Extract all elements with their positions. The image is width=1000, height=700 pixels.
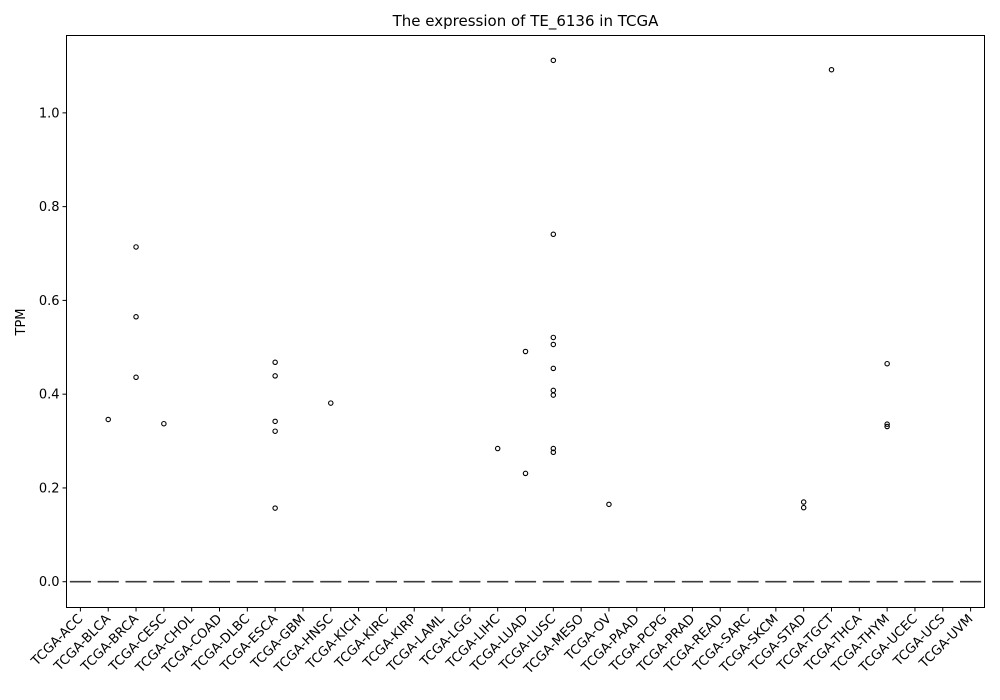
outlier-point [550,334,557,341]
y-tick-label: 0.6 [39,294,60,309]
outlier-point [522,470,529,477]
outlier-point [550,231,557,238]
x-axis: TCGA-ACCTCGA-BLCATCGA-BRCATCGA-CESCTCGA-… [28,607,976,678]
plot-area [69,57,982,583]
outlier-point [884,360,890,367]
chart-title: The expression of TE_6136 in TCGA [392,12,659,31]
outlier-point [550,392,557,398]
y-tick-label: 0.2 [39,481,60,496]
y-axis-label: TPM [14,309,29,337]
outlier-point [272,505,278,511]
outlier-point [550,341,557,348]
outlier-point [494,445,501,452]
outlier-point [272,428,278,434]
outlier-point [550,57,557,64]
y-tick-label: 0.8 [39,200,60,215]
outlier-point [550,365,557,372]
outlier-point [133,244,139,250]
outlier-point [606,501,612,508]
outlier-point [550,449,557,456]
outlier-point [522,348,529,355]
outlier-point [328,400,334,406]
y-tick-label: 0.0 [39,575,60,590]
outlier-point [133,314,139,320]
outlier-point [550,387,557,394]
outlier-point [272,418,278,425]
outlier-point [161,420,167,427]
outlier-point [272,373,278,379]
outlier-point [884,421,890,427]
outlier-point [800,504,807,511]
outlier-point [884,423,890,430]
outlier-point [105,416,111,423]
outlier-point [272,359,278,366]
y-tick-label: 1.0 [39,106,60,121]
outlier-point [800,499,807,505]
outlier-point [828,66,835,73]
y-axis: 0.0 0.2 0.4 0.6 0.8 1.0 [39,106,67,590]
plot-frame [66,35,985,608]
outlier-point [133,374,139,381]
y-tick-label: 0.4 [39,388,60,403]
outlier-point [550,445,557,452]
